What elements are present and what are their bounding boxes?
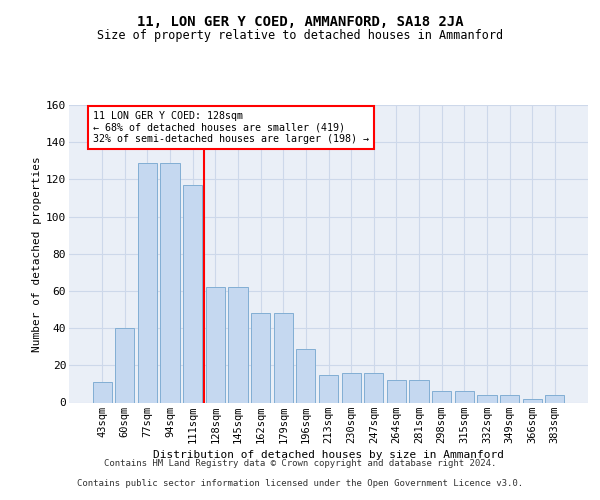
Bar <box>500 395 519 402</box>
Text: 11 LON GER Y COED: 128sqm
← 68% of detached houses are smaller (419)
32% of semi: 11 LON GER Y COED: 128sqm ← 68% of detac… <box>93 110 369 144</box>
Bar <box>523 399 542 402</box>
Bar <box>455 392 474 402</box>
X-axis label: Distribution of detached houses by size in Ammanford: Distribution of detached houses by size … <box>153 450 504 460</box>
Bar <box>296 348 316 403</box>
Bar <box>183 185 202 402</box>
Text: Contains HM Land Registry data © Crown copyright and database right 2024.: Contains HM Land Registry data © Crown c… <box>104 458 496 468</box>
Bar <box>432 392 451 402</box>
Bar <box>545 395 565 402</box>
Bar <box>92 382 112 402</box>
Bar <box>138 162 157 402</box>
Bar <box>364 373 383 402</box>
Text: 11, LON GER Y COED, AMMANFORD, SA18 2JA: 11, LON GER Y COED, AMMANFORD, SA18 2JA <box>137 15 463 29</box>
Bar <box>319 374 338 402</box>
Y-axis label: Number of detached properties: Number of detached properties <box>32 156 42 352</box>
Bar <box>229 287 248 403</box>
Bar <box>115 328 134 402</box>
Bar <box>387 380 406 402</box>
Bar <box>477 395 497 402</box>
Bar <box>206 287 225 403</box>
Text: Size of property relative to detached houses in Ammanford: Size of property relative to detached ho… <box>97 29 503 42</box>
Bar <box>251 313 270 402</box>
Bar <box>409 380 428 402</box>
Bar <box>274 313 293 402</box>
Bar <box>341 373 361 402</box>
Bar <box>160 162 180 402</box>
Text: Contains public sector information licensed under the Open Government Licence v3: Contains public sector information licen… <box>77 478 523 488</box>
